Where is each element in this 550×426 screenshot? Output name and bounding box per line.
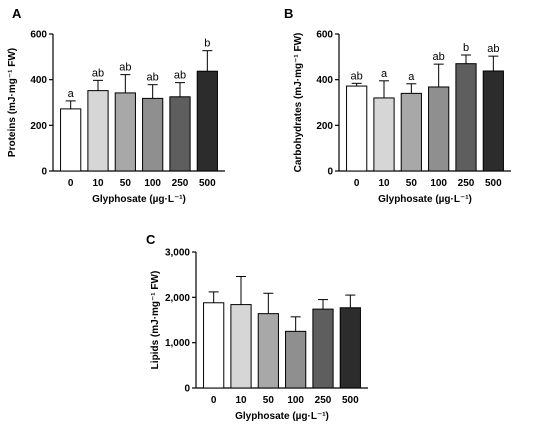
x-tick-label: 500 xyxy=(342,395,359,406)
bar xyxy=(346,85,368,172)
panel-label: A xyxy=(12,6,22,21)
significance-label: ab xyxy=(433,51,445,63)
x-tick-label: 250 xyxy=(172,178,189,189)
bar xyxy=(400,92,422,172)
y-axis-title: Proteins (mJ·mg⁻¹ FW) xyxy=(7,48,18,157)
y-tick-label: 0 xyxy=(327,167,333,178)
significance-label: a xyxy=(408,71,415,83)
significance-label: ab xyxy=(92,67,104,79)
bar xyxy=(60,108,82,172)
x-tick-label: 100 xyxy=(287,395,304,406)
y-tick-label: 200 xyxy=(316,121,333,132)
significance-label: a xyxy=(68,88,75,100)
bar xyxy=(203,302,225,389)
x-tick-label: 500 xyxy=(485,178,502,189)
bar xyxy=(230,304,252,389)
x-tick-label: 50 xyxy=(120,178,132,189)
x-axis-title: Glyphosate (µg·L⁻¹) xyxy=(235,411,329,422)
y-tick-label: 0 xyxy=(41,167,47,178)
x-tick-label: 500 xyxy=(199,178,216,189)
bar xyxy=(373,97,395,172)
significance-label: ab xyxy=(174,70,186,82)
y-tick-label: 600 xyxy=(316,30,333,41)
y-axis-title: Lipids (mJ·mg⁻¹ FW) xyxy=(150,271,161,370)
x-tick-label: 10 xyxy=(378,178,390,189)
x-axis-title: Glyphosate (µg·L⁻¹) xyxy=(92,194,186,205)
bar xyxy=(142,97,164,172)
y-tick-label: 200 xyxy=(30,121,47,132)
x-tick-label: 50 xyxy=(406,178,418,189)
significance-label: b xyxy=(204,38,210,50)
bar xyxy=(114,92,136,172)
panel-label: C xyxy=(146,232,156,247)
bar xyxy=(428,86,450,172)
bar xyxy=(196,70,218,172)
y-tick-label: 600 xyxy=(30,30,47,41)
chart-panel-a: A 0 200 400 600 a 0 ab 10 ab 50 ab 100 ab 250 b 500 Glyph… xyxy=(7,6,225,205)
bar xyxy=(169,96,191,172)
x-axis-title: Glyphosate (µg·L⁻¹) xyxy=(378,194,472,205)
x-tick-label: 10 xyxy=(235,395,247,406)
x-tick-label: 50 xyxy=(263,395,275,406)
x-tick-label: 0 xyxy=(68,178,74,189)
x-tick-label: 0 xyxy=(211,395,217,406)
bar xyxy=(455,63,477,172)
significance-label: ab xyxy=(147,72,159,84)
x-tick-label: 100 xyxy=(430,178,447,189)
y-tick-label: 2,000 xyxy=(165,293,190,304)
significance-label: b xyxy=(463,42,469,54)
bar xyxy=(312,308,334,389)
chart-panel-b: B 0 200 400 600 ab 0 a 10 a 50 ab 100 b 250 ab 500 Glypho… xyxy=(284,6,511,205)
bar xyxy=(285,330,307,389)
y-tick-label: 0 xyxy=(184,384,190,395)
x-tick-label: 250 xyxy=(315,395,332,406)
y-axis-title: Carbohydrates (mJ·mg⁻¹ FW) xyxy=(293,33,304,173)
significance-label: ab xyxy=(487,43,499,55)
x-tick-label: 10 xyxy=(92,178,104,189)
bar xyxy=(482,70,504,172)
x-tick-label: 0 xyxy=(354,178,360,189)
y-tick-label: 1,000 xyxy=(165,338,190,349)
y-tick-label: 400 xyxy=(30,75,47,86)
bar xyxy=(339,307,361,389)
chart-panel-c: C 0 1,000 2,000 3,000 0 10 50 100 250 500 Glyphosat… xyxy=(146,232,368,422)
bar xyxy=(257,313,279,389)
panel-label: B xyxy=(284,6,293,21)
y-tick-label: 400 xyxy=(316,75,333,86)
significance-label: a xyxy=(381,68,388,80)
significance-label: ab xyxy=(119,62,131,74)
x-tick-label: 250 xyxy=(458,178,475,189)
significance-label: ab xyxy=(351,70,363,82)
x-tick-label: 100 xyxy=(144,178,161,189)
bar xyxy=(87,90,109,172)
y-tick-label: 3,000 xyxy=(165,248,190,259)
